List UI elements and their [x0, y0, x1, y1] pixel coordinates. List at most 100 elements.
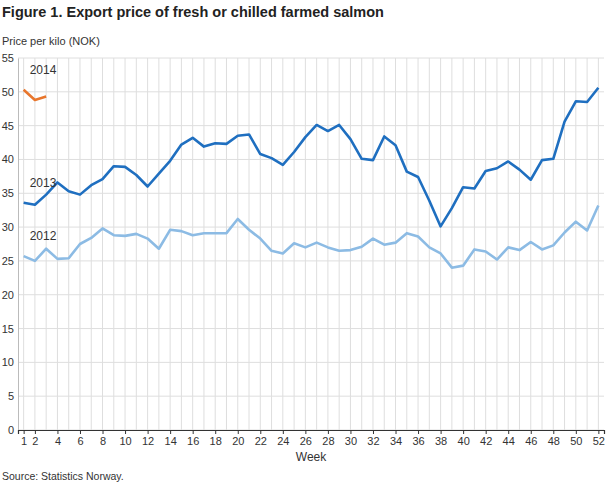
x-tick-label: 26 [300, 435, 312, 447]
x-tick-mark [396, 430, 397, 434]
x-tick-label: 28 [322, 435, 334, 447]
x-tick: 50 [570, 430, 582, 447]
x-tick: 32 [367, 430, 379, 447]
x-tick-label: 44 [503, 435, 515, 447]
x-tick-mark [418, 430, 419, 434]
grid-line-x [46, 58, 47, 430]
x-tick-label: 10 [119, 435, 131, 447]
x-axis-line [19, 431, 605, 435]
x-tick: 14 [165, 430, 177, 447]
x-tick: 2 [32, 430, 38, 447]
grid-line-x [147, 58, 148, 430]
x-tick-mark [103, 430, 104, 434]
y-tick-label: 50 [2, 86, 14, 98]
grid-line-x [68, 58, 69, 430]
grid-line-y [18, 193, 604, 194]
x-tick: 38 [435, 430, 447, 447]
y-tick: 10 [2, 356, 18, 368]
x-tick: 26 [300, 430, 312, 447]
x-tick-mark [24, 430, 25, 434]
grid-line-x [496, 58, 497, 430]
grid-line-x [372, 58, 373, 430]
grid-line-x [102, 58, 103, 430]
x-tick-label: 12 [142, 435, 154, 447]
x-tick-label: 30 [345, 435, 357, 447]
x-tick: 30 [345, 430, 357, 447]
grid-line-x [327, 58, 328, 430]
grid-line-x [451, 58, 452, 430]
x-tick-label: 16 [187, 435, 199, 447]
grid-line-x [136, 58, 137, 430]
x-tick-mark [305, 430, 306, 434]
y-tick-label: 35 [2, 187, 14, 199]
x-tick: 24 [277, 430, 289, 447]
grid-line-y [18, 58, 604, 59]
x-tick: 6 [77, 430, 83, 447]
x-tick-mark [35, 430, 36, 434]
chart-root: 0510152025303540455055124681012141618202… [0, 0, 610, 488]
series-label: 2013 [30, 176, 57, 190]
grid-line-y [18, 227, 604, 228]
y-tick-label: 15 [2, 323, 14, 335]
x-tick: 20 [232, 430, 244, 447]
x-tick-label: 38 [435, 435, 447, 447]
x-tick-mark [238, 430, 239, 434]
x-tick-label: 2 [32, 435, 38, 447]
grid-line-y [18, 159, 604, 160]
y-tick-label: 10 [2, 356, 14, 368]
x-tick: 4 [55, 430, 61, 447]
series-label: 2012 [30, 229, 57, 243]
x-tick-label: 34 [390, 435, 402, 447]
grid-line-x [485, 58, 486, 430]
x-tick: 40 [458, 430, 470, 447]
x-tick-label: 24 [277, 435, 289, 447]
y-tick-label: 20 [2, 289, 14, 301]
y-axis-title: Price per kilo (NOK) [2, 35, 100, 47]
x-tick: 48 [548, 430, 560, 447]
grid-line-y [18, 362, 604, 363]
x-tick: 36 [412, 430, 424, 447]
grid-line-x [203, 58, 204, 430]
grid-line-x [508, 58, 509, 430]
grid-line-x [542, 58, 543, 430]
grid-line-x [237, 58, 238, 430]
grid-line-x [170, 58, 171, 430]
x-tick-label: 46 [525, 435, 537, 447]
x-tick-mark [328, 430, 329, 434]
y-tick-label: 40 [2, 153, 14, 165]
grid-line-y [18, 294, 604, 295]
x-tick-label: 6 [77, 435, 83, 447]
y-tick: 30 [2, 221, 18, 233]
x-tick-mark [80, 430, 81, 434]
x-tick-mark [57, 430, 58, 434]
x-tick-mark [598, 430, 599, 434]
x-tick-mark [148, 430, 149, 434]
grid-line-x [23, 58, 24, 430]
y-tick: 45 [2, 120, 18, 132]
x-tick-mark [463, 430, 464, 434]
y-tick-label: 30 [2, 221, 14, 233]
grid-line-x [418, 58, 419, 430]
x-tick: 52 [593, 430, 605, 447]
grid-line-x [598, 58, 599, 430]
x-tick: 18 [210, 430, 222, 447]
y-tick: 5 [8, 390, 18, 402]
x-axis: 1246810121416182022242628303234363840424… [19, 430, 605, 447]
y-axis-line [18, 59, 19, 431]
grid-line-x [339, 58, 340, 430]
grid-line-x [564, 58, 565, 430]
grid-line-x [406, 58, 407, 430]
grid-line-y [18, 125, 604, 126]
x-tick: 10 [119, 430, 131, 447]
x-tick-mark [350, 430, 351, 434]
x-tick: 44 [503, 430, 515, 447]
x-tick-mark [260, 430, 261, 434]
y-tick-label: 25 [2, 255, 14, 267]
y-tick: 0 [8, 424, 18, 436]
y-tick: 25 [2, 255, 18, 267]
y-tick: 35 [2, 187, 18, 199]
grid-line-x [91, 58, 92, 430]
grid-line-x [271, 58, 272, 430]
grid-line-x [181, 58, 182, 430]
grid-line-y [18, 91, 604, 92]
